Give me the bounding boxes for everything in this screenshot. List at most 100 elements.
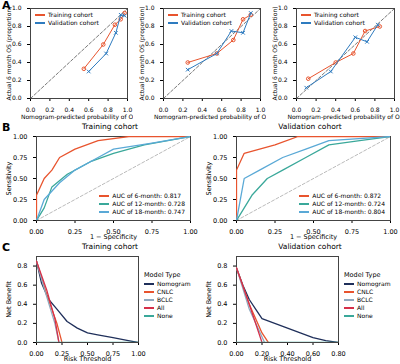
svg-text:0.50: 0.50 (13, 175, 27, 183)
html-text:Training cohort: Training cohort (48, 11, 93, 18)
svg-text:0.25: 0.25 (13, 196, 27, 204)
svg-text:0.6: 0.6 (12, 40, 22, 47)
svg-text:0.8: 0.8 (278, 22, 288, 29)
html-text:Training cohort: Training cohort (82, 242, 138, 251)
svg-text:Nomogram-predicted probability: Nomogram-predicted probability of OS (154, 113, 270, 121)
svg-text:0.0: 0.0 (217, 339, 227, 347)
svg-text:Net Benefit: Net Benefit (205, 281, 213, 318)
svg-text:0.2: 0.2 (17, 319, 27, 327)
svg-text:0.0: 0.0 (278, 94, 288, 101)
svg-text:0.4: 0.4 (12, 58, 22, 65)
svg-text:Sensitivity: Sensitivity (5, 161, 13, 195)
svg-text:0.4: 0.4 (197, 105, 208, 113)
svg-text:0.4: 0.4 (278, 58, 288, 65)
svg-text:0.6: 0.6 (217, 281, 227, 289)
svg-text:Sensitivity: Sensitivity (205, 161, 213, 195)
svg-text:1.00: 1.00 (131, 350, 145, 358)
svg-text:0.75: 0.75 (145, 228, 159, 236)
svg-text:1.00: 1.00 (383, 228, 397, 236)
svg-text:1.00: 1.00 (213, 133, 227, 141)
svg-text:1 − Specificity: 1 − Specificity (90, 233, 137, 241)
svg-text:Risk Threshold: Risk Threshold (264, 355, 312, 363)
svg-text:0.0: 0.0 (145, 94, 155, 101)
svg-text:Actual 6 month OS (proportion): Actual 6 month OS (proportion) (5, 6, 13, 100)
svg-text:0.6: 0.6 (145, 40, 155, 47)
svg-text:0.8: 0.8 (236, 105, 246, 113)
svg-text:0.6: 0.6 (216, 105, 227, 113)
svg-text:Nomogram-predicted probability: Nomogram-predicted probability of OS (287, 113, 400, 121)
svg-text:0.00: 0.00 (29, 350, 43, 358)
svg-text:0.4: 0.4 (17, 300, 27, 308)
html-text:Validation cohort: Validation cohort (278, 122, 342, 131)
svg-text:0.00: 0.00 (229, 350, 243, 358)
svg-text:0.0: 0.0 (158, 105, 169, 113)
html-text:Validation cohort: Validation cohort (48, 19, 99, 26)
svg-text:0.75: 0.75 (105, 350, 121, 359)
svg-text:0.00: 0.00 (13, 217, 27, 225)
svg-text:0.4: 0.4 (145, 58, 155, 65)
svg-text:1.0: 1.0 (255, 105, 266, 113)
svg-text:0.8: 0.8 (145, 22, 155, 29)
svg-text:0.0: 0.0 (25, 105, 36, 113)
html-text:Model Type: Model Type (144, 271, 181, 279)
svg-text:1.00: 1.00 (13, 133, 27, 141)
html-text:Training cohort: Training cohort (181, 11, 226, 18)
svg-text:0.2: 0.2 (12, 76, 22, 83)
svg-text:0.8: 0.8 (370, 105, 380, 113)
svg-text:Risk Threshold: Risk Threshold (64, 355, 112, 363)
svg-text:0.8: 0.8 (217, 262, 227, 270)
svg-text:1.0: 1.0 (12, 4, 22, 11)
svg-text:0.75: 0.75 (13, 154, 27, 162)
svg-text:0.25: 0.25 (54, 350, 70, 359)
svg-text:0.75: 0.75 (345, 228, 359, 236)
svg-text:0.25: 0.25 (268, 228, 282, 236)
svg-text:Nomogram-predicted probability: Nomogram-predicted probability of OS (21, 113, 137, 121)
svg-text:1 − Specificity: 1 − Specificity (290, 233, 337, 241)
svg-text:0.2: 0.2 (278, 76, 288, 83)
svg-text:1.0: 1.0 (122, 105, 133, 113)
svg-text:0.4: 0.4 (64, 105, 75, 113)
svg-text:0.80: 0.80 (331, 350, 345, 358)
svg-text:0.8: 0.8 (17, 262, 27, 270)
svg-text:0.6: 0.6 (278, 40, 288, 47)
svg-text:0.6: 0.6 (350, 105, 361, 113)
svg-text:0.2: 0.2 (178, 105, 188, 113)
html-text:Validation cohort: Validation cohort (278, 242, 342, 251)
svg-text:0.2: 0.2 (45, 105, 55, 113)
svg-text:1.0: 1.0 (389, 105, 400, 113)
html-text:Validation cohort: Validation cohort (314, 19, 365, 26)
svg-text:0.75: 0.75 (213, 154, 227, 162)
svg-text:0.0: 0.0 (12, 94, 22, 101)
svg-text:0.6: 0.6 (17, 281, 27, 289)
svg-text:0.8: 0.8 (103, 105, 113, 113)
svg-text:1.0: 1.0 (145, 4, 155, 11)
html-text:C: C (2, 241, 11, 254)
svg-text:0.50: 0.50 (213, 175, 227, 183)
svg-text:0.60: 0.60 (305, 350, 321, 359)
svg-text:0.2: 0.2 (217, 319, 227, 327)
svg-text:0.20: 0.20 (254, 350, 270, 359)
html-text:Training cohort: Training cohort (82, 122, 138, 131)
svg-text:Net Benefit: Net Benefit (5, 281, 13, 318)
svg-text:0.8: 0.8 (12, 22, 22, 29)
svg-text:0.6: 0.6 (83, 105, 94, 113)
svg-text:0.00: 0.00 (29, 228, 43, 236)
svg-text:0.2: 0.2 (145, 76, 155, 83)
html-text:Model Type: Model Type (344, 271, 381, 279)
svg-text:0.25: 0.25 (213, 196, 227, 204)
svg-text:0.0: 0.0 (291, 105, 302, 113)
html-text:Training cohort: Training cohort (314, 11, 359, 18)
svg-text:0.4: 0.4 (217, 300, 227, 308)
svg-text:0.25: 0.25 (68, 228, 82, 236)
html-text:Validation cohort: Validation cohort (181, 19, 232, 26)
html-text:B: B (2, 121, 11, 134)
svg-text:0.0: 0.0 (17, 339, 27, 347)
svg-text:Actual 6 month OS (proportion): Actual 6 month OS (proportion) (138, 6, 146, 100)
svg-text:1.0: 1.0 (278, 4, 288, 11)
svg-text:0.00: 0.00 (229, 228, 243, 236)
svg-text:0.00: 0.00 (213, 217, 227, 225)
svg-text:Actual 6 month OS (proportion): Actual 6 month OS (proportion) (271, 6, 279, 100)
svg-text:1.00: 1.00 (183, 228, 197, 236)
svg-text:0.2: 0.2 (311, 105, 321, 113)
svg-text:0.4: 0.4 (330, 105, 341, 113)
